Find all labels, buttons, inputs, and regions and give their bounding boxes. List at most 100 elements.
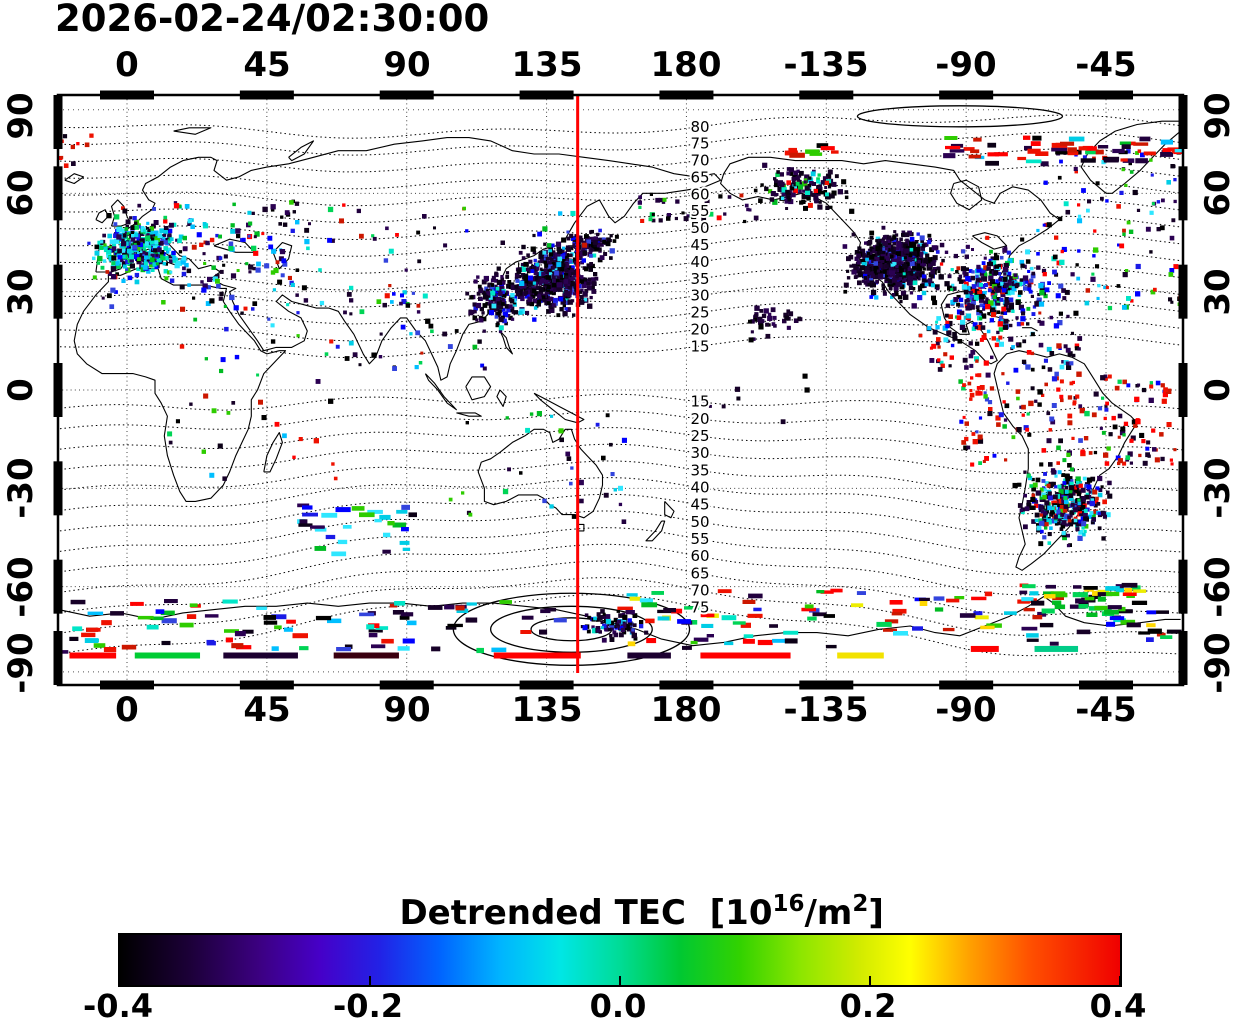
bottom-lon-label: 0 bbox=[115, 690, 139, 730]
contour-label: 45 bbox=[690, 236, 709, 254]
contour-labels: 8075706560555045403530252015152025303540… bbox=[688, 116, 711, 619]
contour-label: 20 bbox=[690, 320, 709, 338]
contour-label: 80 bbox=[690, 118, 709, 136]
coastline-path bbox=[477, 428, 604, 519]
coastline-path bbox=[272, 241, 293, 270]
coastline-path bbox=[456, 412, 482, 417]
timestamp-title: 2026-02-24/02:30:00 bbox=[55, 0, 490, 40]
bottom-lon-label: 90 bbox=[383, 690, 431, 730]
contour-label: 40 bbox=[690, 253, 709, 271]
top-lon-label: 135 bbox=[511, 45, 583, 85]
coastline-path bbox=[950, 179, 983, 211]
bottom-lon-label: -90 bbox=[935, 690, 997, 730]
coastline-path bbox=[95, 137, 722, 381]
lat-tick-bar bbox=[53, 166, 63, 221]
polar-oval-contour bbox=[489, 605, 653, 653]
lon-tick-bar bbox=[659, 680, 714, 690]
right-lat-label: 0 bbox=[1198, 378, 1238, 402]
coastline-path bbox=[465, 376, 492, 401]
coastline-path bbox=[173, 127, 212, 135]
coastline-path bbox=[424, 373, 457, 411]
colorbar-title-exponent: 2 bbox=[852, 891, 869, 917]
colorbar-title-exponent: 16 bbox=[772, 891, 805, 917]
contour-label: 70 bbox=[690, 581, 709, 599]
lat-tick-bar bbox=[1178, 461, 1188, 516]
colorbar-gradient bbox=[118, 933, 1122, 987]
contour-label: 65 bbox=[690, 168, 709, 186]
contour-label: 35 bbox=[690, 270, 709, 288]
bottom-lon-label: 45 bbox=[243, 690, 291, 730]
colorbar-tick-label: 0.2 bbox=[839, 987, 897, 1024]
lon-tick-bar bbox=[1079, 680, 1134, 690]
contour-label: 75 bbox=[690, 599, 709, 617]
contour-label: 60 bbox=[690, 547, 709, 565]
lat-tick-bar bbox=[1178, 631, 1188, 685]
contour-label: 15 bbox=[690, 337, 709, 355]
colorbar-title-text: Detrended TEC [10 bbox=[399, 893, 773, 933]
contour-label: 35 bbox=[690, 461, 709, 479]
coastline-path bbox=[645, 520, 666, 542]
left-lat-label: -90 bbox=[1, 632, 41, 694]
colorbar-tick bbox=[869, 976, 871, 985]
lon-tick-bar bbox=[239, 680, 294, 690]
lat-tick-bar bbox=[53, 264, 63, 319]
lat-tick-bar bbox=[53, 363, 63, 417]
colorbar-tick-label: -0.4 bbox=[83, 987, 153, 1024]
top-lon-label: 90 bbox=[383, 45, 431, 85]
contour-label: 50 bbox=[690, 513, 709, 531]
colorbar-tick bbox=[369, 976, 371, 985]
coastline-path bbox=[64, 173, 85, 185]
lon-tick-bar bbox=[519, 680, 574, 690]
colorbar-title-close: ] bbox=[868, 893, 884, 933]
top-lon-label: -45 bbox=[1075, 45, 1137, 85]
tec-scatter-layer bbox=[58, 133, 1183, 654]
coastline-path bbox=[533, 392, 585, 424]
colorbar-tick bbox=[119, 976, 121, 985]
lon-tick-bar bbox=[799, 90, 854, 100]
lat-tick-bar bbox=[1178, 264, 1188, 319]
bottom-lon-label: -45 bbox=[1075, 690, 1137, 730]
south-polar-dashes bbox=[69, 645, 1079, 659]
left-lat-label: -60 bbox=[1, 556, 41, 618]
colorbar-title-unit: /m bbox=[804, 893, 853, 933]
coastline-path bbox=[496, 389, 507, 407]
reference-longitude-line bbox=[576, 96, 580, 673]
left-lat-label: 90 bbox=[1, 92, 41, 140]
top-lon-label: -90 bbox=[935, 45, 997, 85]
left-lat-label: 60 bbox=[1, 169, 41, 217]
contour-label: 70 bbox=[690, 152, 709, 170]
colorbar-tick bbox=[619, 976, 621, 985]
right-lat-label: 60 bbox=[1198, 169, 1238, 217]
right-lat-label: 90 bbox=[1198, 92, 1238, 140]
lon-tick-bar bbox=[799, 680, 854, 690]
left-lat-label: 0 bbox=[1, 378, 41, 402]
lon-tick-bar bbox=[519, 90, 574, 100]
lon-tick-bar bbox=[379, 90, 434, 100]
lat-tick-bar bbox=[1178, 363, 1188, 417]
lon-tick-bar bbox=[939, 680, 994, 690]
right-lat-label: 30 bbox=[1198, 268, 1238, 316]
lat-tick-bar bbox=[1178, 559, 1188, 614]
right-lat-label: -30 bbox=[1198, 457, 1238, 519]
colorbar-tick-label: 0.0 bbox=[589, 987, 647, 1024]
map-interior: 8075706560555045403530252015152025303540… bbox=[58, 95, 1183, 685]
lat-tick-bar bbox=[1178, 95, 1188, 149]
left-lat-label: 30 bbox=[1, 268, 41, 316]
top-lon-label: -135 bbox=[783, 45, 869, 85]
colorbar-tick-label: 0.4 bbox=[1089, 987, 1147, 1024]
contour-label: 15 bbox=[690, 393, 709, 411]
lat-tick-bar bbox=[53, 461, 63, 516]
top-lon-label: 0 bbox=[115, 45, 139, 85]
contour-label: 20 bbox=[690, 410, 709, 428]
colorbar-title: Detrended TEC [1016/m2] bbox=[352, 862, 884, 964]
coastline-path bbox=[73, 268, 287, 502]
contour-label: 25 bbox=[690, 427, 709, 445]
left-lat-label: -30 bbox=[1, 457, 41, 519]
lat-tick-bar bbox=[1178, 166, 1188, 221]
contour-label: 60 bbox=[690, 185, 709, 203]
coastline-path bbox=[499, 330, 513, 355]
coastline-path bbox=[972, 232, 1008, 250]
contour-label: 75 bbox=[690, 135, 709, 153]
lat-tick-bar bbox=[53, 559, 63, 614]
contour-label: 30 bbox=[690, 444, 709, 462]
